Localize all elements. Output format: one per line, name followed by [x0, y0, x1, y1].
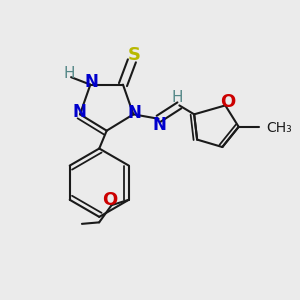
Text: N: N — [128, 104, 142, 122]
Text: CH₃: CH₃ — [266, 121, 292, 135]
Text: S: S — [128, 46, 141, 64]
Text: N: N — [73, 103, 86, 121]
Text: N: N — [84, 73, 98, 91]
Text: N: N — [152, 116, 166, 134]
Text: H: H — [171, 90, 183, 105]
Text: H: H — [63, 66, 75, 81]
Text: O: O — [103, 191, 118, 209]
Text: O: O — [220, 93, 235, 111]
